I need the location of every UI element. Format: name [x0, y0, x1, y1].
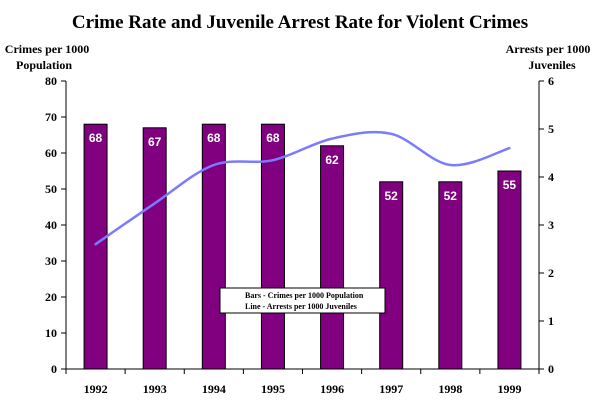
bar-data-label: 62	[325, 153, 339, 167]
x-category-label: 1999	[497, 382, 521, 396]
chart-title: Crime Rate and Juvenile Arrest Rate for …	[72, 12, 528, 33]
left-tick-label: 70	[45, 110, 57, 124]
x-category-label: 1996	[320, 382, 344, 396]
right-tick-label: 2	[548, 266, 554, 280]
legend-bars-text: Bars - Crimes per 1000 Population	[245, 291, 364, 300]
left-tick-label: 0	[51, 362, 57, 376]
x-category-label: 1994	[202, 382, 226, 396]
left-tick-label: 40	[45, 218, 57, 232]
bar	[438, 181, 463, 370]
arrest-rate-line	[94, 130, 511, 246]
bar	[201, 123, 226, 370]
legend-line-text: Line - Arrests per 1000 Juveniles	[245, 302, 357, 311]
left-tick-label: 80	[45, 74, 57, 88]
left-axis-title-line-2: Population	[16, 58, 72, 72]
bar	[379, 181, 404, 370]
right-tick-label: 4	[548, 170, 554, 184]
x-category-label: 1992	[84, 382, 108, 396]
right-tick-label: 0	[548, 362, 554, 376]
x-category-label: 1998	[438, 382, 462, 396]
bar-data-label: 52	[385, 189, 399, 203]
legend-frame	[219, 287, 386, 314]
x-category-label: 1995	[261, 382, 285, 396]
x-category-label: 1993	[143, 382, 167, 396]
bar	[83, 123, 108, 370]
right-axis-title-line-2: Juveniles	[528, 58, 576, 72]
left-axis-title-line-1: Crimes per 1000	[5, 42, 89, 56]
left-tick-label: 60	[45, 146, 57, 160]
legend-box: Bars - Crimes per 1000 Population Line -…	[219, 287, 386, 314]
bar-data-label: 67	[148, 135, 162, 149]
bar-data-label: 68	[89, 131, 103, 145]
left-tick-label: 50	[45, 182, 57, 196]
left-tick-label: 30	[45, 254, 57, 268]
right-tick-label: 5	[548, 122, 554, 136]
bar	[142, 127, 167, 370]
x-category-label: 1997	[379, 382, 403, 396]
right-tick-label: 1	[548, 314, 554, 328]
bar-data-label: 68	[266, 131, 280, 145]
bar-data-label: 68	[207, 131, 221, 145]
bar-data-label: 55	[503, 178, 517, 192]
right-tick-label: 3	[548, 218, 554, 232]
right-axis-title-line-1: Arrests per 1000	[506, 42, 591, 56]
plot-area: 0 10 20 30 40 50 60 70 80 0 1 2 3 4 5 6 68 67 68 68 62 52 52 55…	[45, 74, 554, 396]
bar-data-label: 52	[444, 189, 458, 203]
bar	[497, 170, 522, 370]
right-tick-label: 6	[548, 74, 554, 88]
left-tick-label: 20	[45, 290, 57, 304]
left-tick-label: 10	[45, 326, 57, 340]
bar	[320, 145, 345, 370]
